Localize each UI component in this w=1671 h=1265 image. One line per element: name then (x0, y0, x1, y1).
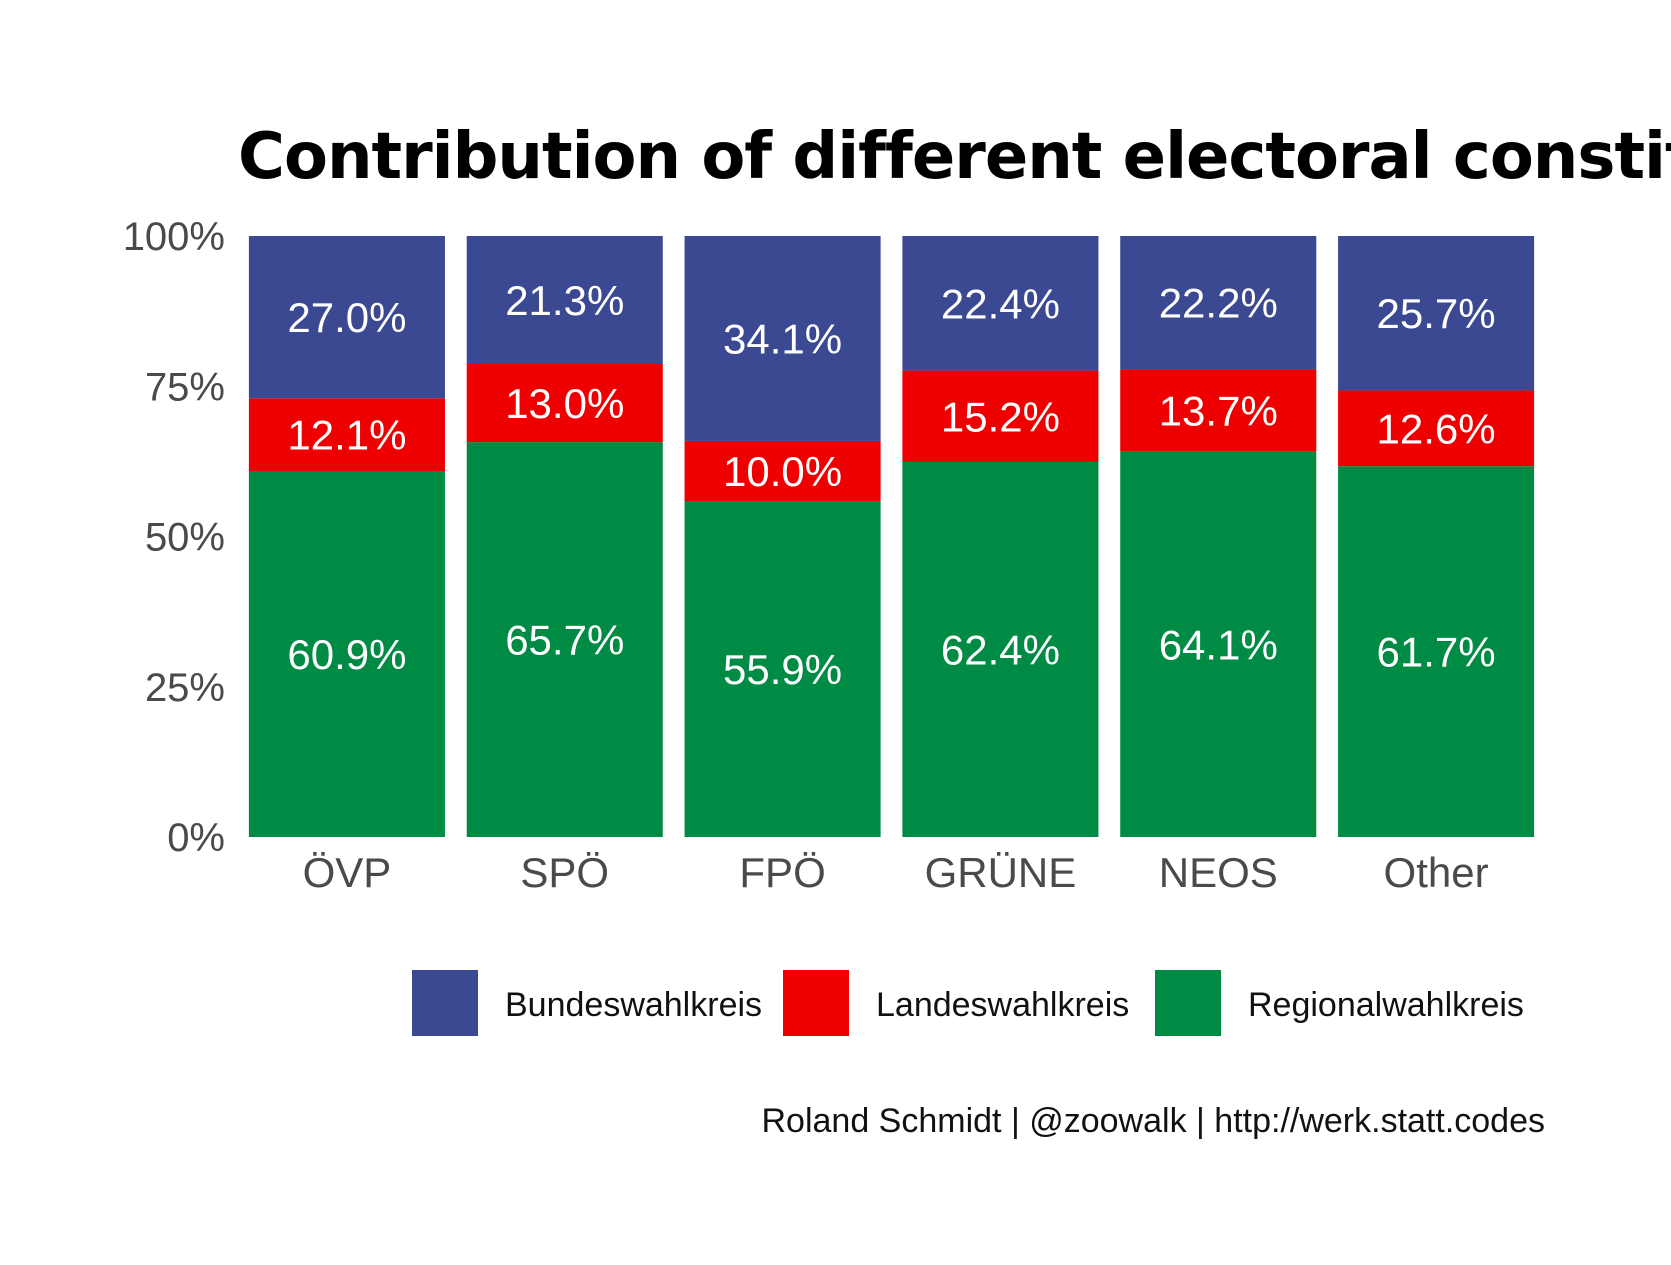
x-tick-label: FPÖ (739, 849, 825, 896)
bar-segment (902, 461, 1099, 837)
data-label: 13.0% (505, 380, 624, 427)
bar-segment (902, 236, 1099, 371)
bar-segment (902, 370, 1099, 462)
y-tick-label: 0% (167, 816, 225, 860)
legend: Bundeswahlkreis Landeswahlkreis Regionalwa… (412, 970, 1524, 1036)
x-tick-label: NEOS (1159, 849, 1278, 896)
bars (248, 236, 1535, 837)
data-label: 22.2% (1159, 280, 1278, 327)
data-labels: 60.9% 12.1% 27.0% 65.7% 13.0% 21.3% 55.9% 10.0%… (287, 277, 1495, 693)
data-label: 64.1% (1159, 621, 1278, 668)
data-label: 65.7% (505, 617, 624, 664)
data-label: 62.4% (941, 626, 1060, 673)
bar-segment (1120, 451, 1317, 837)
bar-segment (684, 236, 881, 441)
y-tick-label: 50% (145, 516, 225, 560)
bar-segment (248, 236, 445, 399)
data-label: 60.9% (287, 631, 406, 678)
data-label: 27.0% (287, 294, 406, 341)
data-label: 10.0% (723, 448, 842, 495)
x-tick-label: SPÖ (520, 849, 609, 896)
x-tick-label: GRÜNE (925, 849, 1077, 896)
bar-segment (684, 440, 881, 502)
bar-segment (466, 236, 663, 365)
x-tick-label: Other (1384, 849, 1489, 896)
legend-swatch (783, 970, 849, 1036)
data-label: 25.7% (1377, 290, 1496, 337)
legend-swatch (1155, 970, 1221, 1036)
bar-segment (1120, 236, 1317, 370)
bar-segment (466, 442, 663, 837)
chart-caption: Roland Schmidt | @zoowalk | http://werk.… (761, 1102, 1545, 1140)
y-axis: 0% 25% 50% 75% 100% (123, 215, 225, 860)
bar-segment (1338, 236, 1535, 391)
bar-segment (1120, 369, 1317, 452)
legend-label: Regionalwahlkreis (1248, 986, 1524, 1024)
data-label: 12.6% (1377, 405, 1496, 452)
chart-title: Contribution of different electoral cons… (238, 120, 1671, 194)
bar-segment (1338, 390, 1535, 467)
x-axis: ÖVP SPÖ FPÖ GRÜNE NEOS Other (303, 849, 1489, 896)
bar-segment (248, 398, 445, 471)
bar-segment (248, 470, 445, 837)
data-label: 13.7% (1159, 388, 1278, 435)
bar-segment (1338, 466, 1535, 837)
x-tick-label: ÖVP (303, 849, 392, 896)
data-label: 21.3% (505, 277, 624, 324)
bar-segment (466, 364, 663, 443)
y-tick-label: 75% (145, 365, 225, 409)
legend-swatch (412, 970, 478, 1036)
data-label: 15.2% (941, 393, 1060, 440)
data-label: 22.4% (941, 280, 1060, 327)
legend-label: Bundeswahlkreis (505, 986, 762, 1024)
y-tick-label: 25% (145, 666, 225, 710)
data-label: 34.1% (723, 315, 842, 362)
bar-segment (684, 501, 881, 837)
data-label: 55.9% (723, 646, 842, 693)
legend-label: Landeswahlkreis (876, 986, 1129, 1024)
data-label: 61.7% (1377, 629, 1496, 676)
y-tick-label: 100% (123, 215, 225, 259)
data-label: 12.1% (287, 412, 406, 459)
